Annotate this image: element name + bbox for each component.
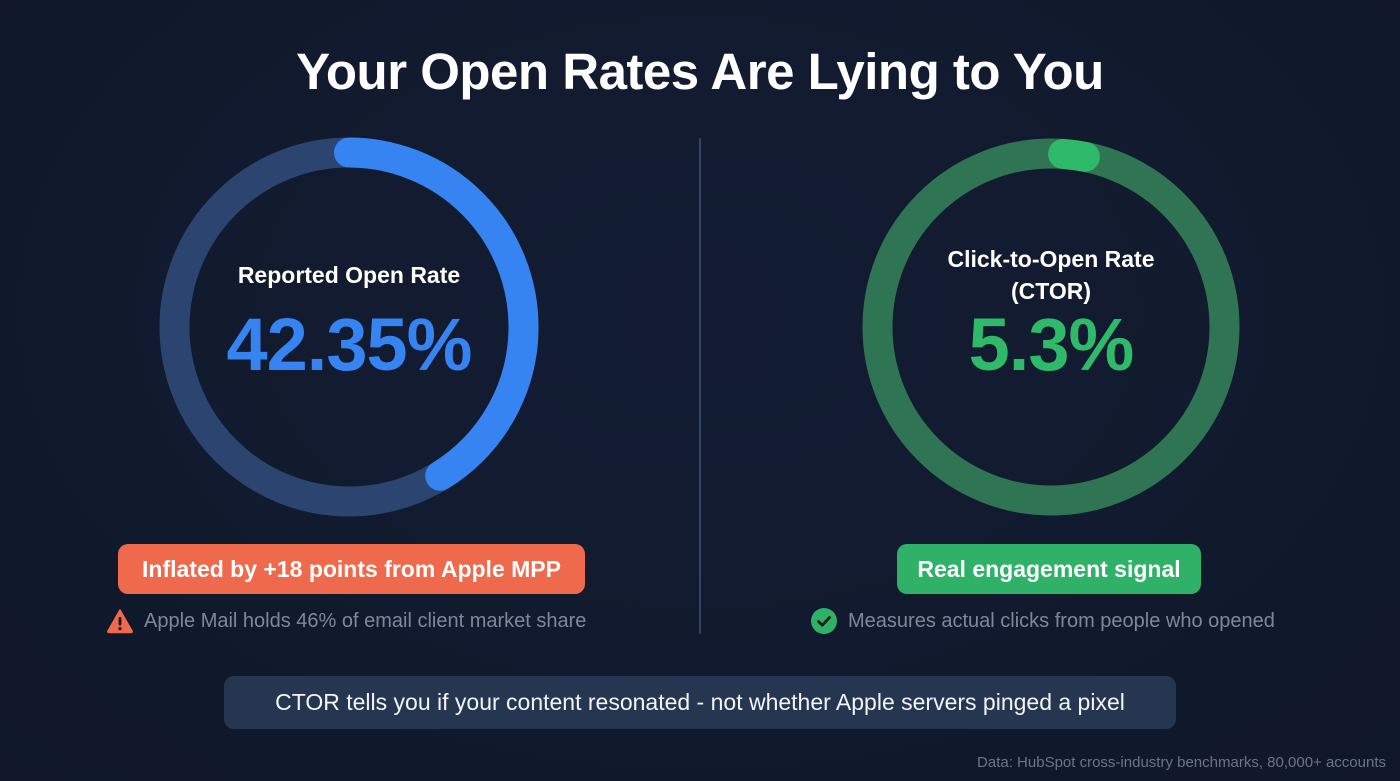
open-rate-label: Reported Open Rate <box>237 262 461 288</box>
apple-mail-note-text: Apple Mail holds 46% of email client mar… <box>144 609 587 632</box>
open-rate-value: 42.35% <box>226 303 473 386</box>
warning-icon <box>106 607 134 635</box>
engagement-badge: Real engagement signal <box>897 544 1201 594</box>
ctor-label-line2: (CTOR) <box>1010 278 1092 304</box>
ctor-label-line1: Click-to-Open Rate <box>947 246 1155 272</box>
inflated-badge: Inflated by +18 points from Apple MPP <box>118 544 585 594</box>
ctor-gauge <box>862 138 1240 516</box>
apple-mail-note: Apple Mail holds 46% of email client mar… <box>106 607 586 635</box>
check-circle-icon <box>810 607 838 635</box>
panel-divider <box>699 138 701 634</box>
ctor-label: Click-to-Open Rate (CTOR) <box>901 243 1201 307</box>
key-takeaway-callout: CTOR tells you if your content resonated… <box>224 676 1176 729</box>
ctor-arc <box>862 138 1240 516</box>
data-source: Data: HubSpot cross-industry benchmarks,… <box>977 754 1386 771</box>
open-rate-arc <box>159 137 539 517</box>
page-title: Your Open Rates Are Lying to You <box>296 43 1104 100</box>
ctor-note: Measures actual clicks from people who o… <box>810 607 1275 635</box>
open-rate-gauge <box>159 137 539 517</box>
ctor-value: 5.3% <box>968 303 1135 386</box>
ctor-note-text: Measures actual clicks from people who o… <box>848 609 1275 632</box>
